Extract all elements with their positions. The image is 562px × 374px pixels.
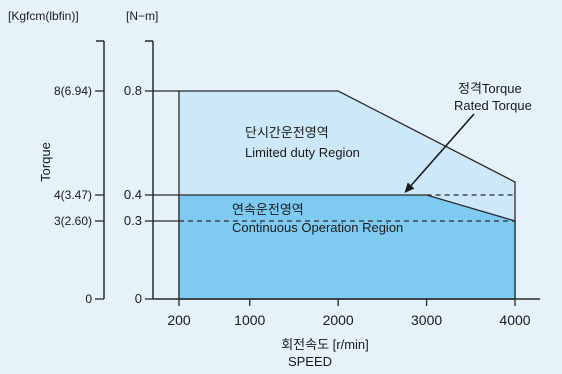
y-axis-title: Torque bbox=[38, 142, 53, 182]
right-y-tick-label: 0.3 bbox=[124, 213, 142, 228]
continuous-region-label: Continuous Operation Region bbox=[232, 220, 403, 235]
x-tick-label: 1000 bbox=[234, 312, 265, 328]
rated-torque-arrow-head bbox=[404, 182, 415, 193]
left-y-tick-label: 4(3.47) bbox=[54, 188, 92, 202]
unit-left-label: [Kgfcm(lbfin)] bbox=[8, 9, 79, 23]
x-tick-label: 2000 bbox=[323, 312, 354, 328]
rated-torque-arrow bbox=[410, 113, 475, 187]
rated-torque-label: Rated Torque bbox=[454, 98, 532, 113]
ticks-layer: 8(6.94) 4(3.47) 3(2.60) 0 0.8 0.4 0.3 0 200 1000 2… bbox=[54, 40, 531, 328]
left-y-tick-label: 8(6.94) bbox=[54, 84, 92, 98]
unit-right-label: [N−m] bbox=[126, 9, 158, 23]
x-tick-label: 4000 bbox=[499, 312, 530, 328]
limited-region-label: Limited duty Region bbox=[245, 145, 360, 160]
left-y-tick-label: 0 bbox=[85, 292, 92, 306]
axes-layer bbox=[103, 41, 540, 300]
x-tick-label: 200 bbox=[167, 312, 191, 328]
reference-lines-layer bbox=[179, 194, 515, 222]
right-y-tick-label: 0 bbox=[135, 291, 142, 306]
rated-torque-label-korean: 정격Torque bbox=[458, 81, 522, 96]
right-y-tick-label: 0.8 bbox=[124, 83, 142, 98]
right-y-tick-label: 0.4 bbox=[124, 187, 142, 202]
x-axis-title-korean: 회전속도 [r/min] bbox=[281, 337, 369, 352]
x-axis-title: SPEED bbox=[288, 354, 332, 369]
continuous-operation-region bbox=[178, 194, 516, 300]
limited-region-label-korean: 단시간운전영역 bbox=[245, 125, 329, 140]
x-tick-label: 3000 bbox=[411, 312, 442, 328]
left-y-tick-label: 3(2.60) bbox=[54, 214, 92, 228]
continuous-region-label-korean: 연속운전영역 bbox=[232, 202, 304, 217]
